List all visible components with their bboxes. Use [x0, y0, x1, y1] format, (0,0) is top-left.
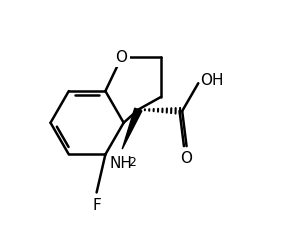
Text: 2: 2	[128, 156, 136, 169]
Text: F: F	[92, 198, 101, 213]
Text: OH: OH	[200, 73, 223, 88]
Text: O: O	[116, 50, 128, 65]
Polygon shape	[122, 108, 142, 149]
Text: NH: NH	[109, 156, 132, 171]
Text: O: O	[181, 151, 193, 166]
